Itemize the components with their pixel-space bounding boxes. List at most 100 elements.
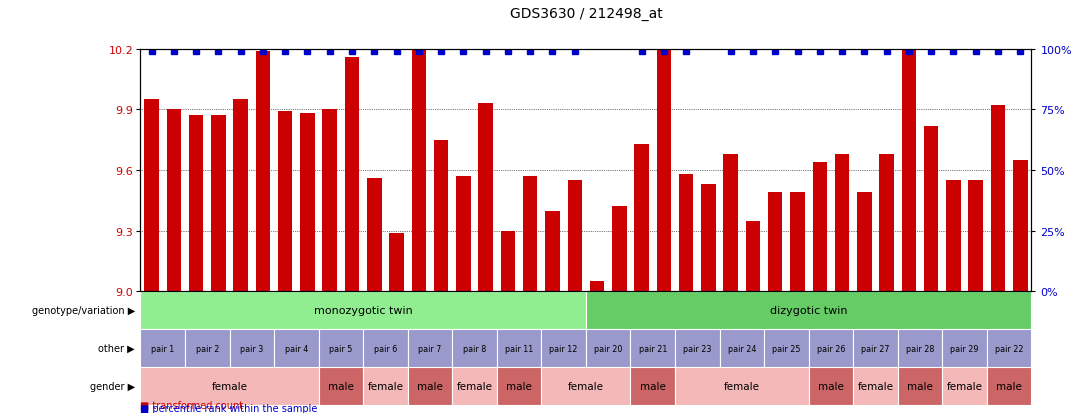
Text: pair 25: pair 25 [772, 344, 800, 353]
Bar [990, 106, 1005, 292]
Bar [897, 330, 942, 367]
Bar [768, 193, 783, 292]
Text: pair 21: pair 21 [638, 344, 667, 353]
Bar [701, 185, 716, 292]
Bar [853, 330, 897, 367]
Text: pair 26: pair 26 [816, 344, 846, 353]
Text: pair 2: pair 2 [195, 344, 219, 353]
Bar [278, 112, 293, 292]
Text: pair 1: pair 1 [151, 344, 174, 353]
Text: pair 4: pair 4 [285, 344, 308, 353]
Bar [363, 330, 408, 367]
Bar [567, 181, 582, 292]
Text: male: male [507, 381, 532, 391]
Bar [497, 330, 541, 367]
Text: pair 20: pair 20 [594, 344, 622, 353]
Text: male: male [639, 381, 665, 391]
Text: pair 5: pair 5 [329, 344, 352, 353]
Text: pair 28: pair 28 [906, 344, 934, 353]
Bar [233, 100, 248, 292]
Bar [634, 145, 649, 292]
Bar [256, 52, 270, 292]
Bar [363, 367, 408, 405]
Bar [679, 175, 693, 292]
Bar [923, 126, 939, 292]
Text: gender ▶: gender ▶ [90, 381, 135, 391]
Bar [541, 367, 631, 405]
Bar [585, 330, 631, 367]
Bar [345, 58, 360, 292]
Bar [879, 154, 894, 292]
Bar [140, 330, 185, 367]
Bar [590, 282, 605, 292]
Bar [453, 330, 497, 367]
Bar [675, 330, 719, 367]
Bar [189, 116, 203, 292]
Bar [902, 50, 916, 292]
Bar [367, 179, 381, 292]
Bar [319, 367, 363, 405]
Bar [140, 367, 319, 405]
Bar [541, 330, 585, 367]
Bar [946, 181, 961, 292]
Bar [523, 177, 538, 292]
Bar [300, 114, 314, 292]
Bar [497, 367, 541, 405]
Bar [434, 140, 448, 292]
Text: other ▶: other ▶ [98, 343, 135, 353]
Text: female: female [212, 381, 247, 391]
Bar [858, 193, 872, 292]
Bar [545, 211, 559, 292]
Bar [166, 110, 181, 292]
Bar [389, 233, 404, 292]
Text: female: female [367, 381, 404, 391]
Bar [323, 110, 337, 292]
Text: male: male [417, 381, 443, 391]
Bar [140, 292, 585, 330]
Text: dizygotic twin: dizygotic twin [770, 306, 848, 316]
Bar [631, 330, 675, 367]
Text: male: male [818, 381, 843, 391]
Bar [987, 367, 1031, 405]
Text: pair 24: pair 24 [728, 344, 756, 353]
Bar [411, 50, 427, 292]
Text: female: female [858, 381, 893, 391]
Bar [987, 330, 1031, 367]
Text: female: female [568, 381, 604, 391]
Text: male: male [328, 381, 354, 391]
Text: female: female [457, 381, 492, 391]
Text: pair 23: pair 23 [683, 344, 712, 353]
Text: ■ percentile rank within the sample: ■ percentile rank within the sample [140, 403, 318, 413]
Text: male: male [996, 381, 1022, 391]
Bar [1013, 161, 1027, 292]
Text: pair 29: pair 29 [950, 344, 978, 353]
Bar [211, 116, 226, 292]
Bar [229, 330, 274, 367]
Bar [942, 330, 987, 367]
Bar [897, 367, 942, 405]
Text: pair 3: pair 3 [240, 344, 264, 353]
Bar [745, 221, 760, 292]
Bar [724, 154, 738, 292]
Bar [145, 100, 159, 292]
Bar [453, 367, 497, 405]
Bar [969, 181, 983, 292]
Text: pair 12: pair 12 [550, 344, 578, 353]
Text: pair 27: pair 27 [861, 344, 890, 353]
Bar [478, 104, 492, 292]
Text: male: male [907, 381, 933, 391]
Text: GDS3630 / 212498_at: GDS3630 / 212498_at [510, 7, 662, 21]
Bar [835, 154, 849, 292]
Bar [853, 367, 897, 405]
Text: pair 11: pair 11 [505, 344, 534, 353]
Text: pair 22: pair 22 [995, 344, 1024, 353]
Text: monozygotic twin: monozygotic twin [314, 306, 413, 316]
Text: pair 8: pair 8 [463, 344, 486, 353]
Bar [657, 50, 671, 292]
Bar [809, 367, 853, 405]
Bar [791, 193, 805, 292]
Bar [765, 330, 809, 367]
Text: pair 7: pair 7 [418, 344, 442, 353]
Bar [612, 207, 626, 292]
Bar [675, 367, 809, 405]
